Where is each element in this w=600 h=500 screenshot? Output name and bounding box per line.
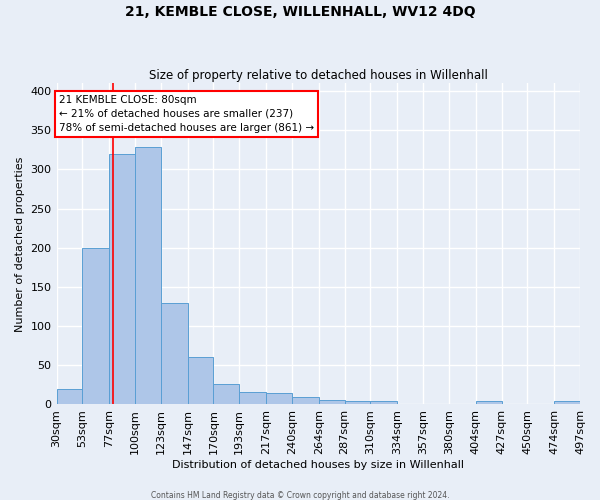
Bar [109,154,135,404]
Bar [292,396,319,404]
Text: 21 KEMBLE CLOSE: 80sqm
← 21% of detached houses are smaller (237)
78% of semi-de: 21 KEMBLE CLOSE: 80sqm ← 21% of detached… [59,95,314,133]
Bar [161,302,188,404]
Bar [82,248,109,404]
Bar [344,400,370,404]
Y-axis label: Number of detached properties: Number of detached properties [15,156,25,332]
Bar [239,392,266,404]
Bar [319,400,344,404]
Bar [188,356,214,405]
Bar [370,402,397,404]
Bar [266,392,292,404]
Bar [554,402,580,404]
Bar [214,384,239,404]
Bar [56,389,82,404]
Bar [135,148,161,404]
X-axis label: Distribution of detached houses by size in Willenhall: Distribution of detached houses by size … [172,460,464,470]
Title: Size of property relative to detached houses in Willenhall: Size of property relative to detached ho… [149,69,488,82]
Bar [476,402,502,404]
Text: Contains HM Land Registry data © Crown copyright and database right 2024.: Contains HM Land Registry data © Crown c… [151,490,449,500]
Text: 21, KEMBLE CLOSE, WILLENHALL, WV12 4DQ: 21, KEMBLE CLOSE, WILLENHALL, WV12 4DQ [125,5,475,19]
